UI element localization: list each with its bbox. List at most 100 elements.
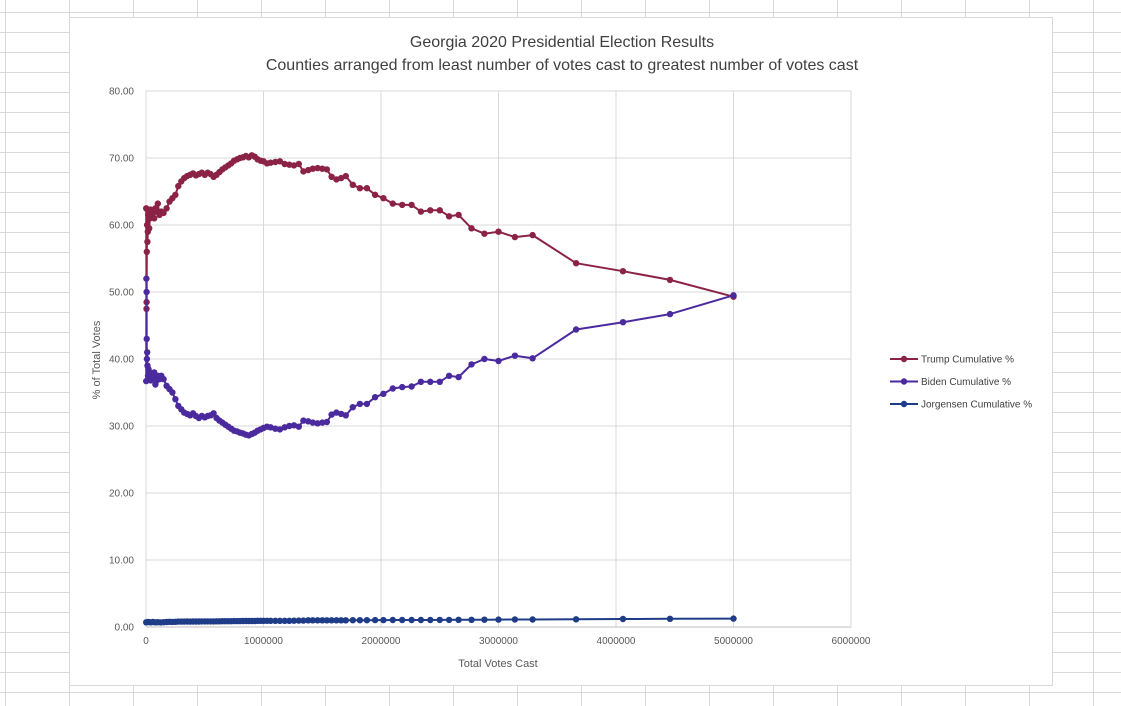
data-point bbox=[349, 404, 356, 411]
chart-svg: Georgia 2020 Presidential Election Resul… bbox=[91, 34, 1032, 670]
data-point bbox=[619, 615, 627, 623]
data-point bbox=[333, 617, 340, 624]
data-point bbox=[666, 615, 674, 622]
data-point bbox=[495, 616, 502, 623]
data-point bbox=[295, 617, 302, 624]
chart-title: Georgia 2020 Presidential Election Resul… bbox=[410, 34, 714, 51]
data-point bbox=[436, 616, 443, 624]
data-point bbox=[495, 357, 502, 365]
data-point bbox=[481, 230, 488, 237]
data-point bbox=[481, 616, 488, 623]
data-point bbox=[300, 168, 307, 175]
data-point bbox=[363, 185, 371, 192]
data-point bbox=[154, 200, 161, 207]
legend-swatch-marker bbox=[900, 355, 908, 363]
data-point bbox=[319, 617, 326, 624]
data-point bbox=[389, 385, 396, 392]
series-2 bbox=[143, 615, 737, 626]
data-point bbox=[511, 352, 519, 359]
data-point bbox=[328, 173, 335, 180]
data-point bbox=[143, 355, 151, 363]
data-point bbox=[666, 310, 674, 318]
data-point bbox=[143, 275, 150, 282]
data-point bbox=[408, 616, 415, 624]
x-tick-label: 1000000 bbox=[244, 636, 283, 647]
data-point bbox=[210, 410, 217, 417]
data-point bbox=[290, 162, 298, 169]
data-point bbox=[399, 383, 406, 391]
legend-label: Trump Cumulative % bbox=[921, 355, 1014, 366]
data-point bbox=[417, 208, 425, 215]
data-point bbox=[295, 423, 302, 430]
data-point bbox=[286, 161, 293, 168]
y-tick-label: 20.00 bbox=[109, 489, 134, 500]
legend-item: Trump Cumulative % bbox=[890, 355, 1014, 366]
data-point bbox=[356, 400, 364, 408]
data-point bbox=[495, 228, 502, 235]
series-line bbox=[145, 277, 734, 437]
data-point bbox=[323, 166, 331, 173]
data-point bbox=[529, 355, 536, 362]
data-point bbox=[300, 617, 307, 624]
y-tick-label: 40.00 bbox=[109, 355, 134, 366]
data-point bbox=[730, 292, 737, 299]
data-point bbox=[146, 225, 153, 232]
y-tick-label: 60.00 bbox=[109, 221, 134, 232]
data-point bbox=[175, 182, 182, 190]
y-tick-label: 10.00 bbox=[109, 556, 134, 567]
data-point bbox=[323, 418, 331, 426]
x-tick-label: 5000000 bbox=[714, 636, 753, 647]
data-point bbox=[511, 616, 519, 623]
data-point bbox=[436, 207, 443, 214]
data-point bbox=[468, 361, 475, 368]
data-point bbox=[363, 400, 371, 408]
data-point bbox=[309, 617, 316, 624]
data-point bbox=[160, 375, 167, 383]
data-point bbox=[300, 417, 307, 424]
data-point bbox=[163, 205, 170, 212]
data-point bbox=[276, 158, 284, 165]
data-point bbox=[445, 213, 453, 220]
data-point bbox=[290, 617, 298, 624]
data-point bbox=[286, 422, 293, 430]
plot-series bbox=[143, 152, 737, 626]
data-point bbox=[328, 617, 335, 624]
data-point bbox=[286, 617, 293, 624]
data-point bbox=[295, 160, 302, 168]
data-point bbox=[455, 211, 462, 219]
data-point bbox=[619, 268, 627, 275]
tick-labels: 0.00 10.00 20.00 30.00 40.00 50.00 60.00 70.00 8… bbox=[109, 87, 871, 648]
data-point bbox=[337, 617, 345, 624]
x-tick-label: 0 bbox=[143, 636, 149, 647]
data-point bbox=[160, 209, 167, 217]
data-point bbox=[408, 201, 415, 209]
data-point bbox=[323, 617, 331, 624]
data-point bbox=[380, 390, 387, 397]
data-point bbox=[290, 422, 298, 429]
data-point bbox=[468, 225, 475, 232]
data-point bbox=[314, 420, 321, 427]
legend-swatch-marker bbox=[900, 378, 908, 385]
data-point bbox=[305, 617, 312, 624]
data-point bbox=[371, 394, 379, 401]
legend-label: Jorgensen Cumulative % bbox=[921, 400, 1032, 411]
y-axis-title: % of Total Votes bbox=[91, 320, 103, 399]
legend: Trump Cumulative % Biden Cumulative % Jorg… bbox=[890, 355, 1032, 411]
data-point bbox=[417, 378, 425, 385]
data-point bbox=[468, 616, 475, 623]
data-point bbox=[144, 349, 151, 356]
data-point bbox=[172, 396, 179, 403]
data-point bbox=[399, 201, 406, 209]
x-tick-label: 3000000 bbox=[479, 636, 518, 647]
data-point bbox=[172, 191, 179, 198]
data-point bbox=[619, 319, 627, 326]
data-point bbox=[455, 373, 462, 381]
legend-label: Biden Cumulative % bbox=[921, 377, 1011, 388]
data-point bbox=[356, 185, 364, 192]
data-point bbox=[389, 200, 396, 207]
data-point bbox=[371, 616, 379, 624]
y-tick-label: 30.00 bbox=[109, 422, 134, 433]
data-point bbox=[169, 389, 176, 396]
x-tick-label: 6000000 bbox=[832, 636, 871, 647]
data-point bbox=[143, 335, 150, 343]
